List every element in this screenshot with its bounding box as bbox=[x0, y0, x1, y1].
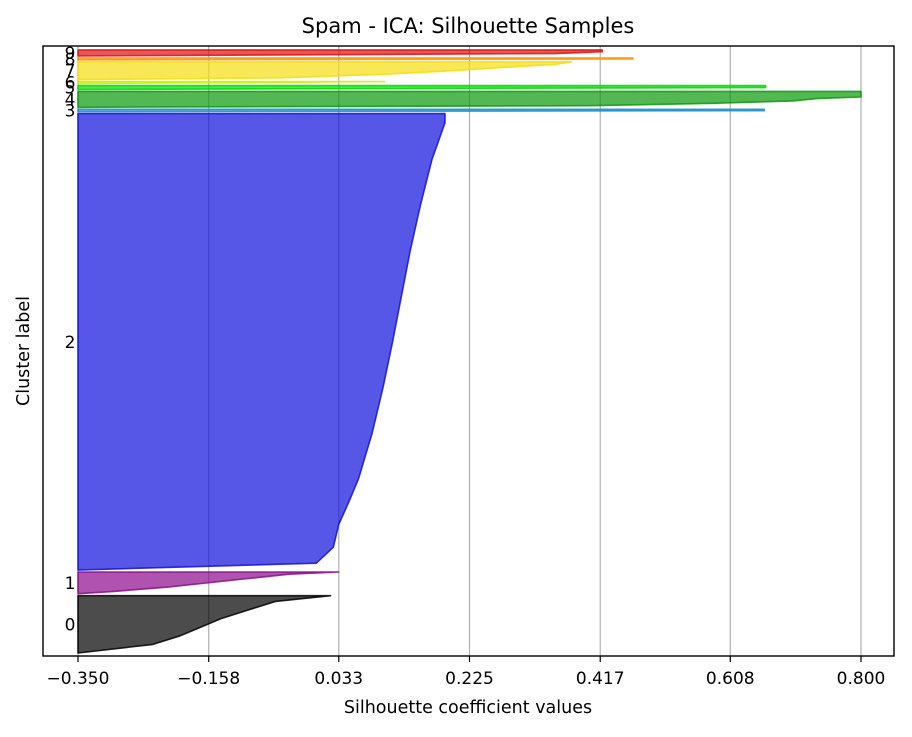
x-tick-label-3: 0.225 bbox=[445, 669, 494, 689]
cluster-label-3: 3 bbox=[65, 101, 76, 121]
silhouette-cluster-5 bbox=[77, 84, 767, 91]
plot-frame bbox=[42, 45, 895, 657]
y-axis-label: Cluster label bbox=[14, 296, 34, 406]
cluster-label-4: 4 bbox=[65, 90, 76, 110]
x-tick-label-6: 0.800 bbox=[837, 669, 886, 689]
cluster-label-8: 8 bbox=[65, 50, 76, 70]
x-tick-label-5: 0.608 bbox=[706, 669, 755, 689]
x-axis-label: Silhouette coefficient values bbox=[344, 698, 592, 718]
silhouette-cluster-0 bbox=[77, 594, 332, 654]
x-tick-layer: −0.350 −0.158 0.033 0.225 0.417 0.608 0.800 bbox=[47, 656, 886, 689]
chart-title: Spam - ICA: Silhouette Samples bbox=[302, 14, 635, 38]
cluster-label-6: 6 bbox=[65, 74, 76, 94]
cluster-label-7: 7 bbox=[65, 62, 76, 82]
silhouette-cluster-1 bbox=[77, 571, 340, 595]
x-tick-label-4: 0.417 bbox=[576, 669, 625, 689]
silhouette-cluster-2 bbox=[77, 112, 446, 571]
silhouette-cluster-3 bbox=[77, 108, 766, 113]
silhouette-cluster-7 bbox=[77, 61, 573, 81]
x-tick-label-1: −0.158 bbox=[177, 669, 240, 689]
silhouette-cluster-4 bbox=[77, 90, 862, 109]
silhouette-cluster-9 bbox=[77, 49, 604, 57]
silhouette-cluster-6 bbox=[77, 80, 386, 85]
cluster-label-5: 5 bbox=[65, 79, 76, 99]
cluster-label-9: 9 bbox=[65, 44, 76, 64]
cluster-label-1: 1 bbox=[65, 574, 76, 594]
x-tick-label-0: −0.350 bbox=[47, 669, 110, 689]
cluster-layer bbox=[77, 49, 862, 654]
silhouette-cluster-8 bbox=[77, 57, 634, 61]
cluster-label-0: 0 bbox=[65, 615, 76, 635]
cluster-label-2: 2 bbox=[65, 333, 76, 353]
x-tick-label-2: 0.033 bbox=[314, 669, 363, 689]
